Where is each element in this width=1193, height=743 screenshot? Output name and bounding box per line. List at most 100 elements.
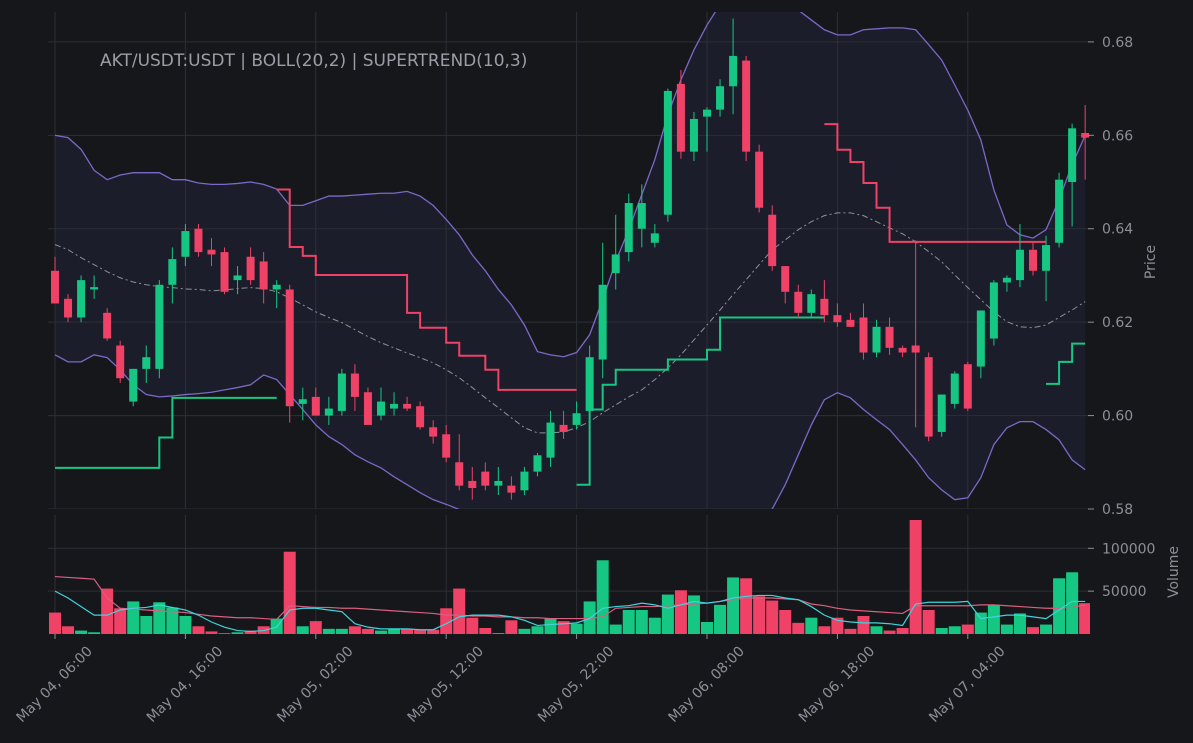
candle-body bbox=[559, 424, 568, 432]
y-tick-label: 0.66 bbox=[1102, 128, 1133, 144]
volume-bar bbox=[870, 626, 883, 634]
candle-body bbox=[377, 401, 385, 416]
volume-bar bbox=[714, 604, 727, 634]
volume-bar bbox=[114, 608, 127, 634]
y-tick-label: 0.64 bbox=[1102, 222, 1133, 238]
candle-body bbox=[51, 270, 59, 304]
candle-body bbox=[285, 289, 294, 407]
band-fill bbox=[55, 12, 1086, 509]
volume-bar bbox=[1000, 624, 1013, 634]
volume-bar bbox=[414, 629, 427, 634]
candle-body bbox=[781, 266, 790, 292]
volume-bar bbox=[648, 617, 661, 634]
candle-body bbox=[1029, 249, 1037, 271]
volume-bar bbox=[1079, 603, 1090, 634]
candle-body bbox=[1055, 179, 1064, 243]
volume-bar bbox=[505, 620, 518, 634]
volume-bar bbox=[492, 633, 505, 634]
volume-bar bbox=[583, 601, 596, 634]
volume-bar bbox=[635, 610, 648, 634]
candle-body bbox=[768, 214, 777, 267]
volume-bar bbox=[935, 628, 948, 634]
candle-body bbox=[807, 294, 816, 313]
volume-bar bbox=[244, 630, 257, 634]
candle-body bbox=[350, 373, 359, 397]
candle-body bbox=[533, 455, 542, 472]
candle-body bbox=[755, 151, 764, 208]
candle-body bbox=[650, 233, 659, 243]
candle-body bbox=[168, 259, 177, 285]
volume-bar bbox=[140, 616, 153, 634]
candle-body bbox=[820, 298, 829, 316]
candle-body bbox=[742, 60, 751, 152]
volume-bar bbox=[335, 628, 348, 634]
volume-bar bbox=[740, 578, 753, 634]
volume-bar bbox=[961, 624, 974, 634]
volume-bar bbox=[361, 628, 374, 634]
candle-body bbox=[689, 118, 698, 152]
candle-body bbox=[207, 249, 216, 255]
volume-bar bbox=[49, 612, 61, 634]
candle-body bbox=[846, 319, 855, 327]
candle-body bbox=[898, 347, 907, 353]
volume-bar bbox=[205, 631, 218, 634]
volume-bar bbox=[388, 628, 401, 634]
volume-bar bbox=[609, 624, 622, 634]
candle-body bbox=[598, 284, 607, 360]
candle-body bbox=[77, 280, 86, 318]
volume-bar bbox=[909, 520, 922, 634]
volume-bar bbox=[805, 617, 818, 634]
candle-body bbox=[337, 373, 346, 411]
volume-bar bbox=[896, 628, 909, 634]
candle-body bbox=[324, 408, 333, 416]
volume-bar bbox=[687, 595, 700, 634]
candle-body bbox=[429, 427, 438, 437]
candle-body bbox=[859, 317, 868, 353]
bb-middle-line bbox=[54, 212, 1086, 434]
candle-body bbox=[129, 368, 138, 402]
volume-bar bbox=[727, 577, 740, 634]
candle-body bbox=[1068, 128, 1077, 183]
candle-body bbox=[390, 403, 399, 409]
candle-body bbox=[1042, 245, 1051, 271]
volume-bar bbox=[101, 588, 114, 634]
volume-bar bbox=[309, 621, 322, 634]
volume-bar bbox=[596, 560, 609, 634]
candle-body bbox=[298, 399, 307, 404]
candle-body bbox=[220, 252, 229, 292]
candle-body bbox=[546, 422, 555, 458]
volume-bar bbox=[179, 616, 192, 634]
candle-body bbox=[1015, 249, 1024, 281]
volume-bar bbox=[531, 626, 544, 634]
volume-bar bbox=[1027, 627, 1039, 634]
volume-bar bbox=[948, 626, 961, 634]
volume-bar bbox=[218, 633, 231, 634]
volume-bar bbox=[766, 600, 779, 634]
candle-body bbox=[116, 345, 125, 379]
volume-bar bbox=[296, 626, 309, 634]
supertrend-down bbox=[276, 188, 577, 391]
y-tick-label: 0.62 bbox=[1102, 315, 1133, 331]
candle-body bbox=[363, 392, 372, 425]
volume-bar bbox=[88, 632, 101, 634]
volume-bar bbox=[779, 610, 792, 634]
candle-body bbox=[311, 396, 320, 416]
candle-body bbox=[624, 203, 633, 253]
candle-body bbox=[233, 275, 242, 281]
volume-bar bbox=[231, 632, 244, 634]
candle-body bbox=[794, 291, 803, 313]
volume-bar bbox=[701, 622, 713, 634]
volume-bar bbox=[75, 630, 88, 634]
candle-body bbox=[989, 282, 998, 339]
candle-body bbox=[481, 471, 490, 486]
volume-bar bbox=[322, 628, 335, 634]
candle-body bbox=[416, 406, 425, 428]
candle-body bbox=[507, 485, 516, 493]
volume-bar bbox=[753, 596, 766, 634]
candle-body bbox=[716, 86, 725, 110]
volume-bar bbox=[792, 622, 805, 634]
candle-body bbox=[885, 326, 894, 348]
candle-body bbox=[403, 403, 412, 409]
bb-upper-line bbox=[54, 12, 1086, 358]
